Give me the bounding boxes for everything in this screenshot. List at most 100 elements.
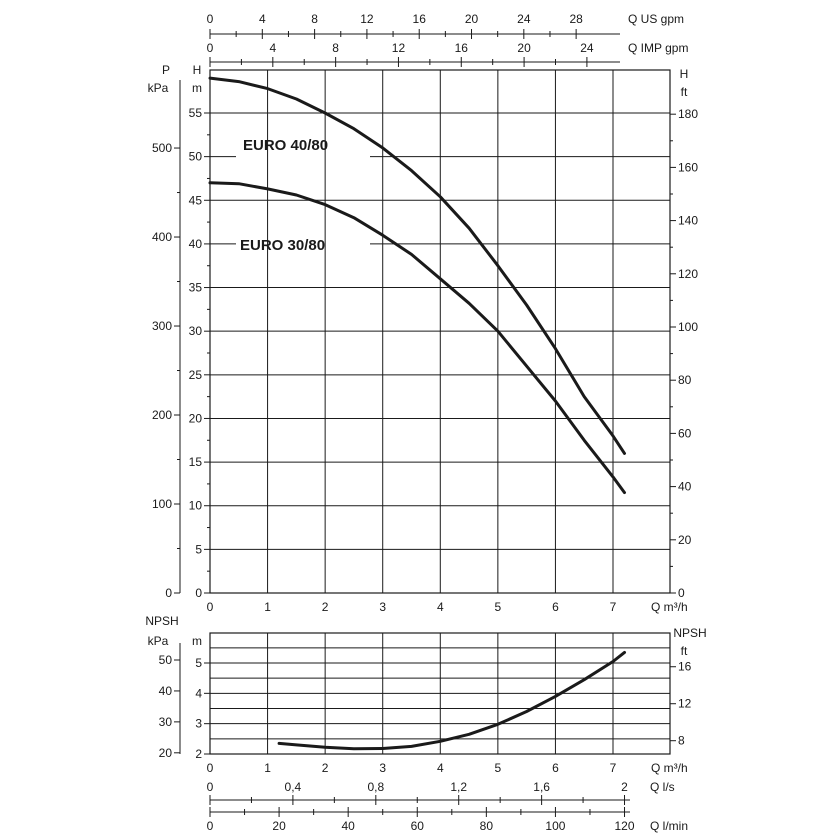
npsh-m-tick-label: 4 [195, 686, 202, 700]
l-per-s-tick-label: 0,8 [367, 780, 384, 794]
l-per-min-tick-label: 120 [615, 819, 635, 833]
kpa-tick-label: 400 [152, 230, 172, 244]
npsh-kpa-tick-label: 20 [159, 746, 173, 760]
npsh-kpa-label: kPa [148, 634, 169, 648]
m-tick-label: 50 [189, 150, 203, 164]
m-tick-label: 55 [189, 106, 203, 120]
m3h-tick-label: 2 [322, 600, 329, 614]
us-gpm-tick-label: 4 [259, 12, 266, 26]
h-right-label: H [680, 67, 689, 81]
npsh-m3h-tick-label: 6 [552, 761, 559, 775]
imp-gpm-tick-label: 12 [392, 41, 406, 55]
m-tick-label: 0 [195, 586, 202, 600]
m3h-tick-label: 7 [610, 600, 617, 614]
m-tick-label: 5 [195, 542, 202, 556]
m-left-label: m [192, 81, 202, 95]
m3h-tick-label: 3 [379, 600, 386, 614]
m3h-tick-label: 0 [207, 600, 214, 614]
ft-tick-label: 180 [678, 107, 698, 121]
h-left-label: H [193, 63, 202, 77]
series-euro-30-80 [208, 181, 626, 495]
us-gpm-tick-label: 12 [360, 12, 374, 26]
ft-tick-label: 0 [678, 586, 685, 600]
m-tick-label: 30 [189, 324, 203, 338]
kpa-left-label: kPa [148, 81, 169, 95]
series-label-euro-40-80: EURO 40/80 [243, 137, 328, 154]
npsh-m3h-tick-label: 4 [437, 761, 444, 775]
npsh-m-tick-label: 3 [195, 717, 202, 731]
m3h-tick-label: 4 [437, 600, 444, 614]
npsh-ft-tick-label: 12 [678, 697, 692, 711]
npsh-m3h-tick-label: 7 [610, 761, 617, 775]
m3h-tick-label: 5 [495, 600, 502, 614]
l-per-min-tick-label: 40 [341, 819, 355, 833]
l-per-min-tick-label: 80 [480, 819, 494, 833]
imp-gpm-tick-label: 24 [580, 41, 594, 55]
ft-right-label: ft [681, 85, 688, 99]
l-per-s-tick-label: 2 [621, 780, 628, 794]
m3h-axis-label: Q m³/h [651, 600, 688, 614]
npsh-m3h-tick-label: 3 [379, 761, 386, 775]
us-gpm-tick-label: 8 [311, 12, 318, 26]
npsh-m3h-axis-label: Q m³/h [651, 761, 688, 775]
l-per-s-tick-label: 1,2 [450, 780, 467, 794]
imp-gpm-tick-label: 0 [207, 41, 214, 55]
npsh-m3h-tick-label: 1 [264, 761, 271, 775]
npsh-m-tick-label: 2 [195, 747, 202, 761]
us-gpm-tick-label: 28 [569, 12, 583, 26]
npsh-m3h-tick-label: 2 [322, 761, 329, 775]
us-gpm-tick-label: 0 [207, 12, 214, 26]
npsh-kpa-tick-label: 40 [159, 684, 173, 698]
npsh-left-title: NPSH [145, 614, 178, 628]
npsh-curve [277, 650, 626, 751]
npsh-ft-tick-label: 16 [678, 660, 692, 674]
kpa-tick-label: 100 [152, 497, 172, 511]
ft-tick-label: 60 [678, 426, 692, 440]
ft-tick-label: 120 [678, 267, 698, 281]
npsh-ft-label: ft [681, 644, 688, 658]
m3h-tick-label: 1 [264, 600, 271, 614]
ft-tick-label: 160 [678, 160, 698, 174]
m-tick-label: 35 [189, 281, 203, 295]
npsh-m3h-tick-label: 0 [207, 761, 214, 775]
ft-tick-label: 80 [678, 373, 692, 387]
imp-gpm-tick-label: 20 [517, 41, 531, 55]
m-tick-label: 10 [189, 499, 203, 513]
ft-tick-label: 140 [678, 214, 698, 228]
us-gpm-tick-label: 24 [517, 12, 531, 26]
m-tick-label: 15 [189, 455, 203, 469]
m-tick-label: 45 [189, 193, 203, 207]
kpa-tick-label: 300 [152, 319, 172, 333]
l-per-min-tick-label: 20 [272, 819, 286, 833]
l-per-min-tick-label: 100 [545, 819, 565, 833]
npsh-right-title: NPSH [673, 626, 706, 640]
l-per-s-tick-label: 0,4 [285, 780, 302, 794]
l-per-s-axis-label: Q l/s [650, 780, 675, 794]
p-left-label: P [162, 63, 170, 77]
series-label-euro-30-80: EURO 30/80 [240, 237, 325, 254]
imp-gpm-tick-label: 8 [332, 41, 339, 55]
l-per-min-axis-label: Q l/min [650, 819, 688, 833]
us-gpm-axis-label: Q US gpm [628, 12, 684, 26]
imp-gpm-tick-label: 4 [269, 41, 276, 55]
npsh-m3h-tick-label: 5 [495, 761, 502, 775]
imp-gpm-axis-label: Q IMP gpm [628, 41, 688, 55]
npsh-ft-tick-label: 8 [678, 734, 685, 748]
ft-tick-label: 20 [678, 533, 692, 547]
l-per-min-tick-label: 60 [411, 819, 425, 833]
us-gpm-tick-label: 20 [465, 12, 479, 26]
ft-tick-label: 40 [678, 480, 692, 494]
m-tick-label: 20 [189, 411, 203, 425]
m3h-tick-label: 6 [552, 600, 559, 614]
npsh-m-tick-label: 5 [195, 656, 202, 670]
m-tick-label: 25 [189, 368, 203, 382]
l-per-s-tick-label: 1,6 [533, 780, 550, 794]
series-euro-40-80 [208, 76, 626, 455]
l-per-s-tick-label: 0 [207, 780, 214, 794]
npsh-m-label: m [192, 634, 202, 648]
m-tick-label: 40 [189, 237, 203, 251]
kpa-tick-label: 0 [165, 586, 172, 600]
kpa-tick-label: 500 [152, 141, 172, 155]
kpa-tick-label: 200 [152, 408, 172, 422]
